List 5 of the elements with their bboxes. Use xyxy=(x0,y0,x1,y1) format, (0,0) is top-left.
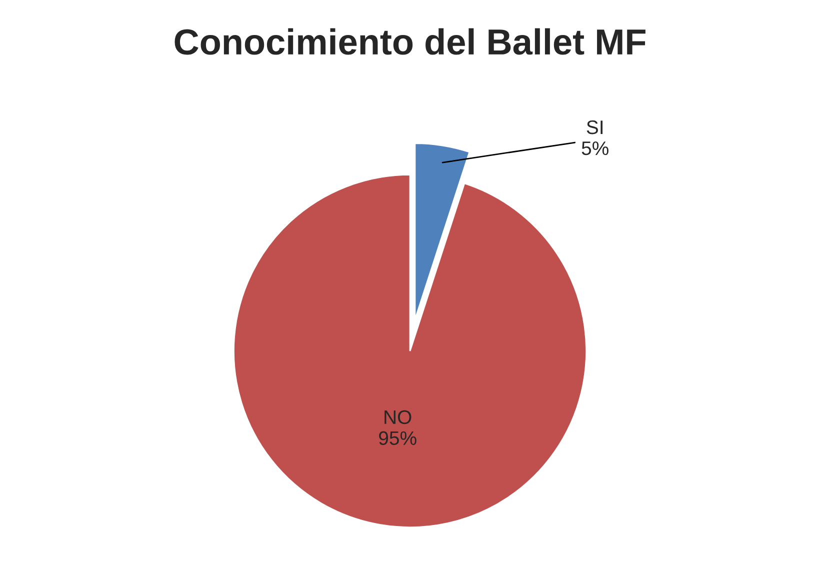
data-label: 95% xyxy=(379,431,416,446)
chart-title: Conocimiento del Ballet MF xyxy=(174,28,646,55)
data-label: 5% xyxy=(582,141,608,156)
slice-label: NO xyxy=(384,410,412,424)
slice-label: SI xyxy=(586,120,602,134)
